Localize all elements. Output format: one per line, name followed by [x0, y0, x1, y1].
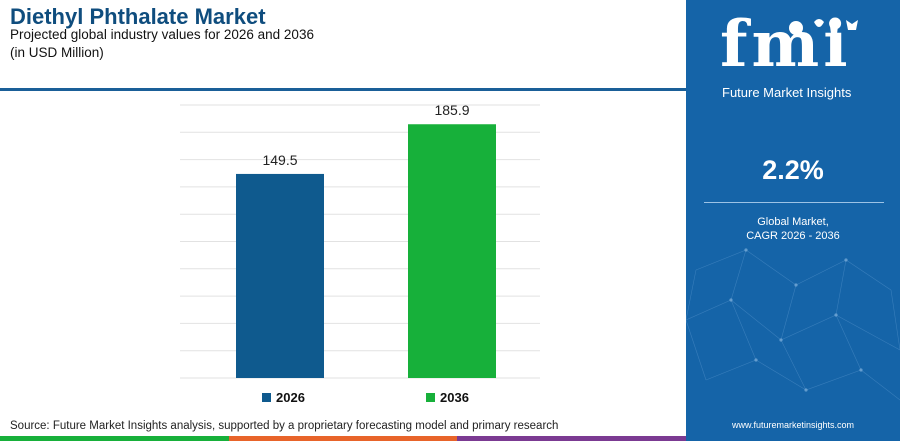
footer-bar-green [0, 436, 229, 441]
bar-2036 [408, 124, 496, 379]
bar-chart: 149.5 185.9 2026 2036 [180, 102, 540, 405]
cagr-label-line-2: CAGR 2026 - 2036 [746, 230, 840, 242]
cagr-label-line-1: Global Market, [757, 216, 829, 228]
source-note: Source: Future Market Insights analysis,… [10, 420, 559, 432]
side-panel: fmi Future Market Insights 2.2% Global M… [686, 0, 900, 441]
footer-bar-orange [228, 436, 458, 441]
logo-icons [789, 18, 858, 35]
globe-icon [789, 21, 803, 35]
footer-bar-purple [457, 436, 687, 441]
header-divider [0, 88, 686, 91]
data-label-2036: 185.9 [434, 102, 469, 118]
footer-color-bar [0, 436, 687, 441]
chart-title: Diethyl Phthalate Market [10, 4, 266, 29]
logo-subtitle: Future Market Insights [722, 85, 852, 100]
network-background-graphic [686, 248, 900, 401]
logo-text: fmi [720, 7, 852, 82]
legend-swatch-2036 [426, 393, 435, 402]
figure-icon [846, 20, 858, 30]
data-label-2026: 149.5 [262, 152, 297, 168]
legend-label-2036: 2036 [440, 390, 469, 405]
cagr-value: 2.2% [762, 155, 824, 185]
person-icon [831, 18, 837, 24]
chart-unit: (in USD Million) [10, 45, 104, 60]
chart-subtitle: Projected global industry values for 202… [10, 27, 314, 42]
fmi-logo: fmi Future Market Insights [686, 0, 900, 105]
cagr-label: Global Market, CAGR 2026 - 2036 [686, 215, 900, 243]
hand-icon [814, 19, 824, 27]
panel-divider [704, 202, 884, 203]
bar-2026 [236, 173, 324, 378]
website-url[interactable]: www.futuremarketinsights.com [731, 420, 855, 430]
legend-swatch-2026 [262, 393, 271, 402]
legend-label-2026: 2026 [276, 390, 305, 405]
